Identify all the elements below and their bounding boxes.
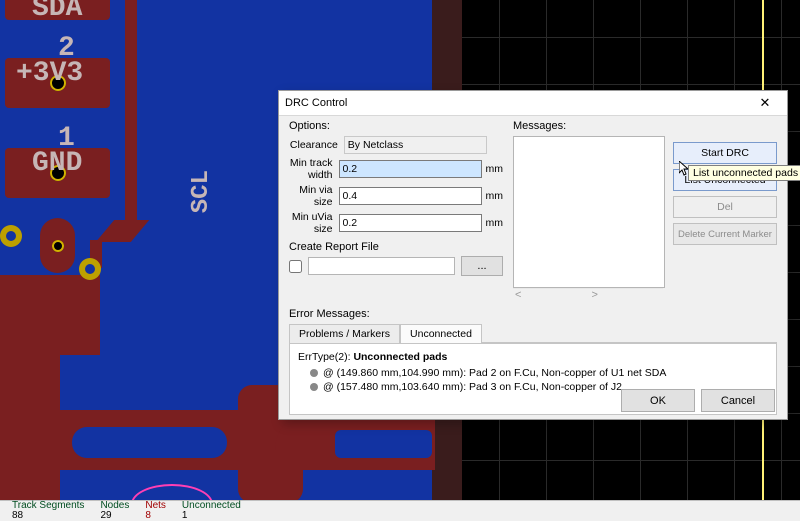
- via[interactable]: [0, 225, 22, 247]
- create-report-checkbox[interactable]: [289, 260, 302, 273]
- delete-markers-button: Del: [673, 196, 777, 218]
- messages-label: Messages:: [513, 120, 663, 132]
- dialog-titlebar[interactable]: DRC Control ✕: [279, 91, 787, 116]
- status-bar: Track Segments 88 Nodes 29 Nets 8 Unconn…: [0, 500, 800, 521]
- cancel-button[interactable]: Cancel: [701, 389, 775, 412]
- min-uvia-label: Min uVia size: [289, 211, 339, 235]
- silk-text-sda: SDA: [32, 0, 82, 23]
- copper-gap: [72, 427, 227, 458]
- silk-text-3v3: +3V3: [16, 60, 83, 88]
- pad-round[interactable]: [40, 218, 75, 273]
- min-uvia-input[interactable]: [339, 214, 482, 232]
- clearance-field: [344, 136, 487, 154]
- options-label: Options:: [289, 120, 503, 132]
- error-tabs: Problems / Markers Unconnected: [289, 323, 777, 343]
- via[interactable]: [79, 258, 101, 280]
- messages-panel: Messages: <>: [513, 120, 663, 301]
- silk-text-gnd: GND: [32, 150, 82, 178]
- marker-icon: [310, 369, 318, 377]
- status-nodes: Nodes 29: [92, 501, 137, 521]
- track: [0, 275, 60, 500]
- clearance-label: Clearance: [289, 139, 344, 151]
- unit-label: mm: [482, 217, 504, 229]
- error-header: Unconnected pads: [353, 351, 447, 363]
- copper-gap: [335, 430, 432, 458]
- error-item[interactable]: @ (149.860 mm,104.990 mm): Pad 2 on F.Cu…: [310, 366, 768, 380]
- status-track-segments: Track Segments 88: [4, 501, 92, 521]
- error-messages-label: Error Messages:: [289, 308, 370, 320]
- scroll-hint: <>: [513, 288, 663, 301]
- error-header-prefix: ErrType(2):: [298, 351, 353, 363]
- report-path-field[interactable]: [308, 257, 455, 275]
- messages-listbox[interactable]: [513, 136, 665, 288]
- browse-button[interactable]: ...: [461, 256, 503, 276]
- unit-label: mm: [482, 190, 504, 202]
- pad-hole: [52, 240, 64, 252]
- silk-text-scl: SCL: [190, 170, 214, 213]
- drc-dialog: DRC Control ✕ Options: Clearance Min tra…: [278, 90, 788, 420]
- min-via-label: Min via size: [289, 184, 339, 208]
- close-icon[interactable]: ✕: [749, 93, 781, 113]
- marker-icon: [310, 383, 318, 391]
- track: [125, 0, 137, 230]
- action-buttons: Start DRC List Unconnected Del Delete Cu…: [673, 142, 775, 250]
- status-unconnected: Unconnected 1: [174, 501, 249, 521]
- min-track-input[interactable]: [339, 160, 482, 178]
- ok-button[interactable]: OK: [621, 389, 695, 412]
- tab-unconnected[interactable]: Unconnected: [400, 324, 482, 343]
- options-panel: Options: Clearance Min track width mm Mi…: [289, 120, 503, 276]
- create-report-label: Create Report File: [289, 241, 379, 253]
- unit-label: mm: [482, 163, 504, 175]
- dialog-title: DRC Control: [285, 97, 749, 109]
- tab-problems[interactable]: Problems / Markers: [289, 324, 400, 343]
- min-via-input[interactable]: [339, 187, 482, 205]
- status-nets: Nets 8: [137, 501, 174, 521]
- delete-current-marker-button: Delete Current Marker: [673, 223, 777, 245]
- min-track-label: Min track width: [289, 157, 339, 181]
- tooltip: List unconnected pads or tracks: [688, 165, 800, 181]
